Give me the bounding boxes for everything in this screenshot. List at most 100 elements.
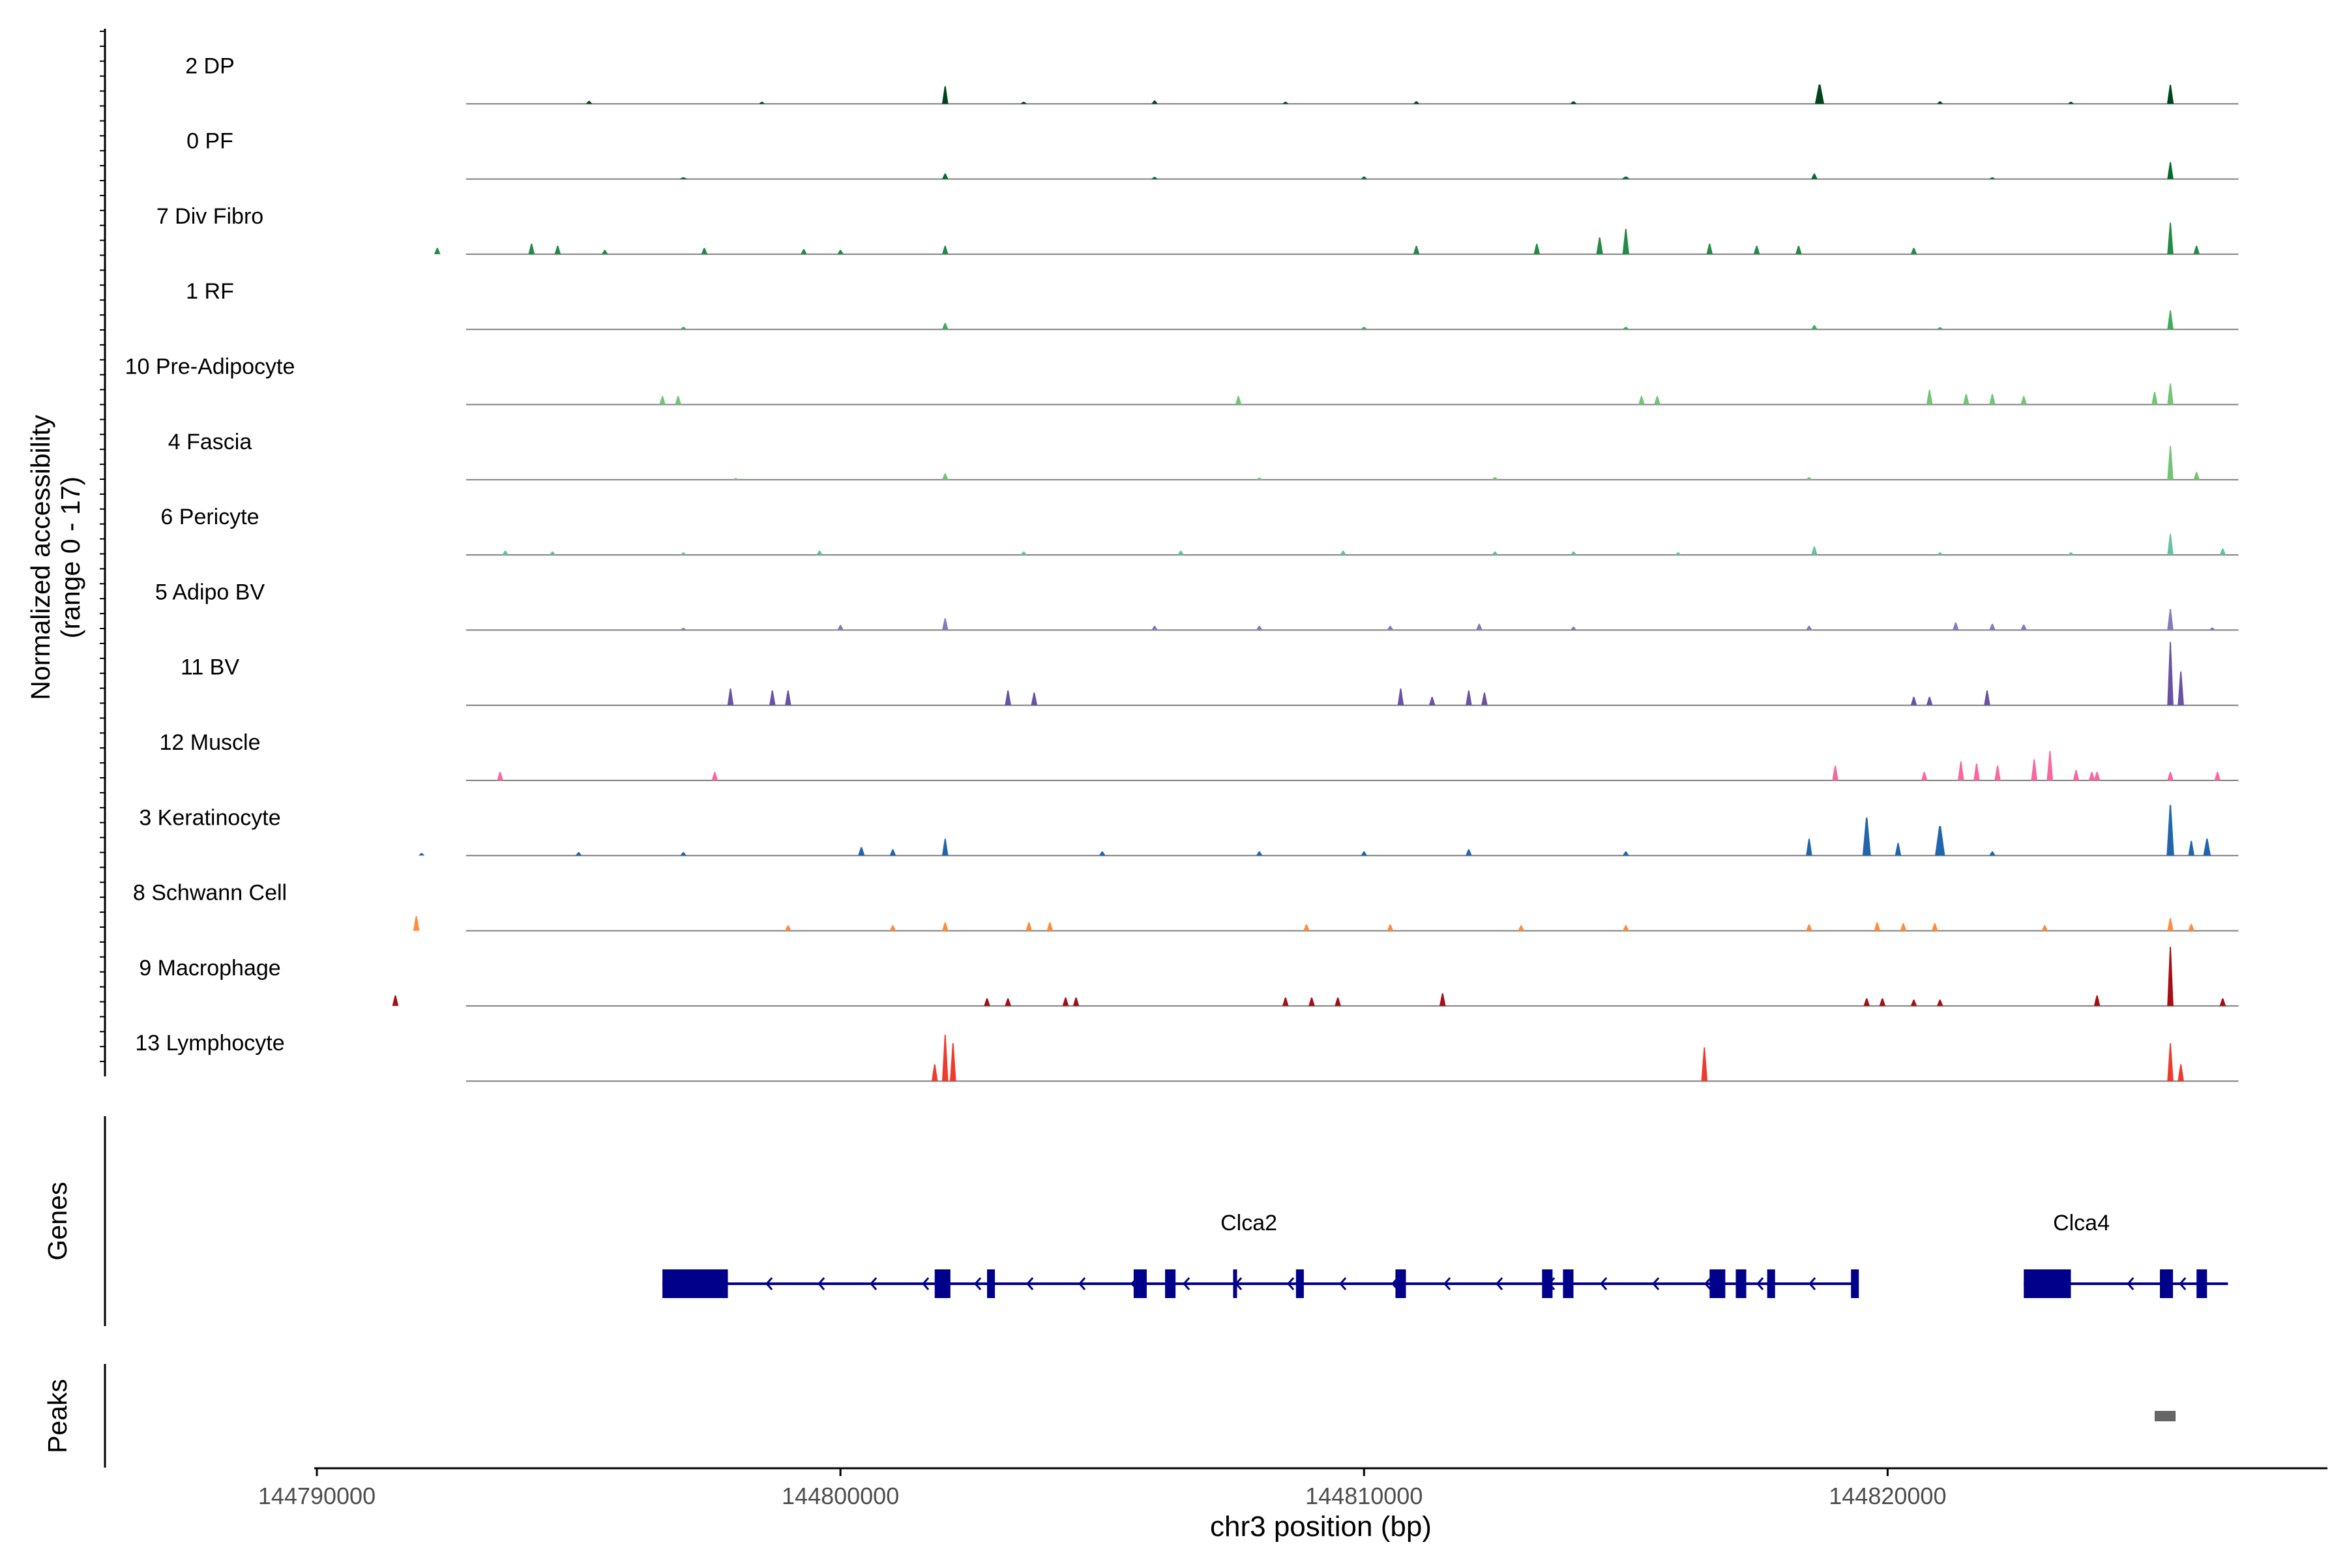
- gene-exon: [1563, 1269, 1574, 1298]
- gene-exon: [1542, 1269, 1553, 1298]
- coverage-peak: [2166, 85, 2174, 104]
- coverage-peak: [413, 915, 420, 931]
- coverage-peak: [1476, 623, 1483, 630]
- coverage-peak: [2031, 759, 2038, 780]
- coverage-peak: [1753, 245, 1760, 254]
- coverage-peak: [2167, 947, 2174, 1006]
- coverage-peak: [2020, 396, 2027, 405]
- coverage-peak: [1811, 325, 1818, 330]
- track-label: 11 BV: [181, 655, 239, 680]
- coverage-peak: [1308, 997, 1315, 1006]
- coverage-peak: [2041, 925, 2048, 931]
- coverage-peak: [2188, 924, 2194, 931]
- track-1: 2 DP: [185, 53, 2239, 105]
- coverage-peak: [549, 551, 556, 555]
- coverage-peak: [1428, 696, 1436, 705]
- coverage-peak: [1335, 997, 1341, 1006]
- coverage-peak: [2167, 609, 2174, 630]
- coverage-peak: [1832, 765, 1838, 780]
- gene-exon: [1165, 1269, 1176, 1298]
- coverage-peak: [1879, 998, 1886, 1006]
- track-10: 12 Muscle: [160, 730, 2239, 781]
- coverage-peak: [1466, 849, 1472, 856]
- y-axis-label-line2: (range 0 - 17): [55, 477, 85, 638]
- strand-arrow: [1026, 1277, 1034, 1290]
- coverage-peak: [1361, 176, 1368, 179]
- coverage-peak: [1811, 173, 1818, 179]
- coverage-peak: [858, 847, 865, 856]
- coverage-peak: [1282, 102, 1289, 104]
- coverage-peak: [1795, 245, 1802, 254]
- coverage-peak: [2193, 245, 2200, 254]
- coverage-peak: [1806, 625, 1812, 630]
- coverage-peak: [2214, 772, 2221, 780]
- coverage-peak: [1895, 842, 1902, 856]
- coverage-peak: [1622, 229, 1629, 254]
- coverage-peak: [941, 86, 949, 104]
- coverage-peak: [950, 1043, 956, 1082]
- track-label: 8 Schwann Cell: [133, 881, 287, 906]
- coverage-peak: [1596, 237, 1603, 254]
- track-5: 10 Pre-Adipocyte: [125, 355, 2239, 406]
- coverage-peak: [1570, 627, 1577, 630]
- strand-arrow: [922, 1277, 930, 1290]
- coverage-peak: [1900, 923, 1907, 931]
- track-label: 6 Pericyte: [160, 505, 259, 529]
- coverage-peak: [1984, 690, 1990, 705]
- strand-arrow: [1496, 1277, 1503, 1290]
- coverage-peak: [816, 550, 823, 555]
- coverage-peak: [941, 618, 949, 630]
- coverage-peak: [1936, 552, 1943, 555]
- coverage-peak: [1413, 101, 1420, 104]
- coverage-peak: [2167, 162, 2174, 179]
- coverage-peak: [1570, 101, 1577, 104]
- coverage-peak: [1439, 993, 1446, 1006]
- coverage-peak: [1811, 546, 1818, 555]
- coverage-peak: [2093, 995, 2101, 1006]
- coverage-peak: [931, 1064, 938, 1082]
- track-label: 9 Macrophage: [139, 956, 280, 981]
- coverage-peak: [984, 998, 990, 1006]
- strand-arrow: [870, 1277, 878, 1290]
- coverage-peak: [1491, 477, 1499, 480]
- coverage-peak: [2167, 772, 2174, 780]
- coverage-peak: [392, 995, 399, 1006]
- coverage-peak: [528, 243, 535, 254]
- coverage-peak: [502, 550, 509, 555]
- coverage-peak: [2151, 392, 2158, 405]
- coverage-peak: [2093, 772, 2101, 780]
- coverage-peak: [1638, 396, 1645, 405]
- gene-exon: [1709, 1269, 1726, 1298]
- track-7: 6 Pericyte: [160, 505, 2239, 556]
- coverage-peak: [1282, 997, 1289, 1006]
- gene-exon: [934, 1269, 951, 1298]
- coverage-peak: [1303, 924, 1310, 931]
- track-label: 3 Keratinocyte: [139, 805, 280, 830]
- strand-arrow: [974, 1277, 982, 1290]
- coverage-peak: [1026, 922, 1033, 931]
- track-label: 2 DP: [185, 53, 235, 78]
- coverage-peak: [1387, 924, 1394, 931]
- coverage-peak: [2167, 446, 2174, 480]
- track-9: 11 BV: [181, 642, 2239, 706]
- track-label: 7 Div Fibro: [156, 204, 263, 229]
- coverage-peak: [1936, 999, 1943, 1006]
- coverage-peak: [1934, 826, 1945, 856]
- coverage-peak: [1814, 84, 1825, 104]
- track-3: 7 Div Fibro: [156, 204, 2239, 255]
- coverage-peak: [1046, 922, 1054, 931]
- coverage-peak: [1020, 551, 1027, 555]
- gene-exon: [1851, 1269, 1859, 1298]
- coverage-peak: [889, 925, 896, 931]
- coverage-peak: [1072, 997, 1080, 1006]
- coverage-peak: [1958, 761, 1964, 780]
- coverage-peak: [2167, 383, 2174, 405]
- coverage-peak: [785, 925, 791, 931]
- coverage-peak: [711, 772, 718, 780]
- coverage-peak: [1177, 550, 1184, 555]
- coverage-peak: [1989, 623, 1996, 630]
- coverage-peak: [1862, 818, 1871, 856]
- gene-exon: [662, 1269, 728, 1298]
- coverage-peak: [1926, 389, 1933, 405]
- coverage-peak: [941, 1035, 949, 1082]
